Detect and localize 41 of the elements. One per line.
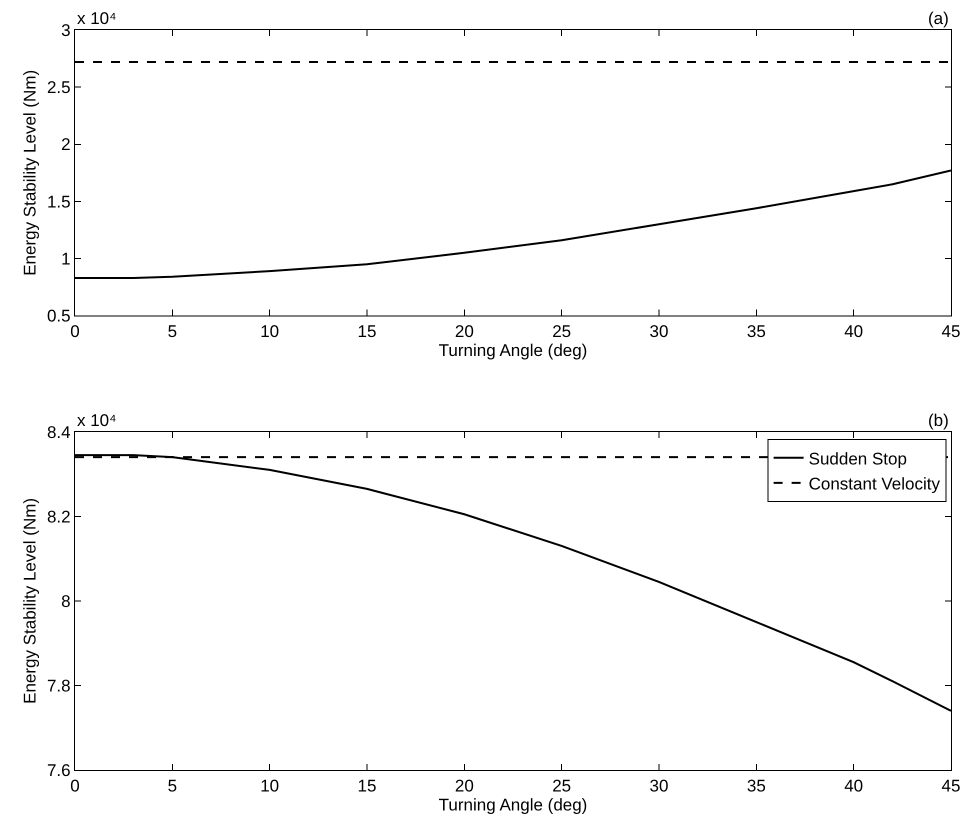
x-tick-label: 40 bbox=[844, 322, 864, 342]
x-tick-label: 0 bbox=[70, 322, 80, 342]
x-axis-title: Turning Angle (deg) bbox=[438, 341, 588, 360]
x-tick-label: 20 bbox=[454, 322, 474, 342]
y-tick-label: 3 bbox=[61, 20, 71, 40]
x-tick-label: 5 bbox=[168, 322, 178, 342]
y-tick-label: 8.4 bbox=[46, 422, 71, 442]
y-tick-label: 8.2 bbox=[46, 507, 71, 526]
x-tick-label: 35 bbox=[746, 322, 766, 342]
x-tick-label: 20 bbox=[454, 776, 474, 796]
y-tick-label: 7.6 bbox=[46, 760, 71, 780]
x-tick-label: 10 bbox=[260, 322, 280, 342]
y-tick-label: 2 bbox=[61, 135, 71, 154]
y-axis-title: Energy Stability Level (Nm) bbox=[20, 70, 40, 276]
x-axis-title: Turning Angle (deg) bbox=[438, 795, 588, 814]
text: (a) bbox=[928, 9, 949, 28]
x-tick-label: 25 bbox=[552, 322, 572, 342]
y-tick-label: 8 bbox=[61, 592, 71, 611]
x-tick-label: 10 bbox=[260, 776, 280, 796]
legend-label: Sudden Stop bbox=[808, 449, 907, 468]
x-tick-label: 40 bbox=[844, 776, 864, 796]
x-tick-label: 35 bbox=[746, 776, 766, 796]
y-tick-label: 7.8 bbox=[46, 676, 71, 696]
x-tick-label: 45 bbox=[942, 322, 960, 342]
text: x 10⁴ bbox=[77, 411, 116, 430]
y-axis-title: Energy Stability Level (Nm) bbox=[20, 498, 40, 704]
text: (b) bbox=[928, 411, 949, 430]
legend-label: Constant Velocity bbox=[808, 474, 940, 494]
x-tick-label: 0 bbox=[70, 776, 80, 796]
x-tick-label: 15 bbox=[358, 776, 376, 796]
y-tick-label: 2.5 bbox=[46, 78, 71, 98]
x-tick-label: 25 bbox=[552, 776, 572, 796]
x-tick-label: 30 bbox=[650, 776, 668, 796]
x-tick-label: 30 bbox=[650, 322, 668, 342]
y-tick-label: 1 bbox=[61, 249, 71, 268]
x-tick-label: 45 bbox=[942, 776, 960, 796]
y-tick-label: 1.5 bbox=[46, 192, 71, 212]
text: x 10⁴ bbox=[77, 9, 116, 28]
x-tick-label: 5 bbox=[168, 776, 178, 796]
x-tick-label: 15 bbox=[358, 322, 376, 342]
y-tick-label: 0.5 bbox=[46, 306, 71, 326]
